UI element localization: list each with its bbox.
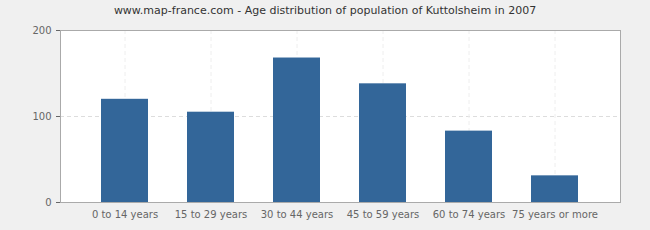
svg-text:100: 100: [32, 111, 51, 122]
html-text:www.map-france.com - Age distr: www.map-france.com - Age distribution of…: [113, 4, 537, 17]
svg-text:15 to 29 years: 15 to 29 years: [175, 209, 248, 220]
svg-text:60 to 74 years: 60 to 74 years: [433, 209, 506, 220]
svg-text:0 to 14 years: 0 to 14 years: [92, 209, 158, 220]
svg-text:200: 200: [32, 25, 51, 36]
svg-text:30 to 44 years: 30 to 44 years: [261, 209, 334, 220]
svg-text:45 to 59 years: 45 to 59 years: [347, 209, 420, 220]
svg-text:75 years or more: 75 years or more: [512, 209, 598, 220]
svg-text:0: 0: [45, 197, 51, 208]
